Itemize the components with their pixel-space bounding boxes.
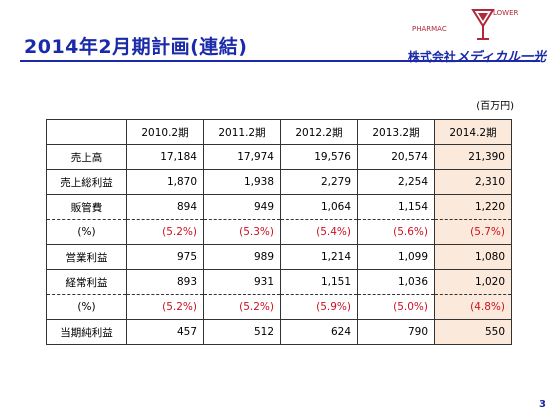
cell-value: 949 — [203, 194, 281, 220]
table-row-percent: (%) (5.2%) (5.2%) (5.9%) (5.0%) (4.8%) — [46, 294, 512, 320]
cell-value: 17,974 — [203, 144, 281, 170]
logo-text-right: LOWER — [493, 9, 519, 17]
table-row: 売上総利益 1,870 1,938 2,279 2,254 2,310 — [46, 169, 512, 195]
unit-label: (百万円) — [476, 101, 514, 112]
cell-value: 1,938 — [203, 169, 281, 195]
cell-value-highlight: 550 — [434, 319, 512, 345]
column-header-highlight: 2014.2期 — [434, 119, 512, 145]
column-header: 2013.2期 — [357, 119, 435, 145]
table-row-percent: (%) (5.2%) (5.3%) (5.4%) (5.6%) (5.7%) — [46, 219, 512, 245]
table-row: 販管費 894 949 1,064 1,154 1,220 — [46, 194, 512, 220]
cell-value: 1,151 — [280, 269, 358, 295]
company-prefix: 株式会社 — [407, 50, 456, 64]
brand-logo: PHARMAC LOWER — [412, 6, 552, 42]
row-label: 営業利益 — [46, 244, 127, 270]
cell-value: 975 — [126, 244, 204, 270]
row-label: 販管費 — [46, 194, 127, 220]
cell-percent: (5.4%) — [280, 219, 358, 245]
table-row: 経常利益 893 931 1,151 1,036 1,020 — [46, 269, 512, 295]
cell-value: 2,279 — [280, 169, 358, 195]
cell-value: 1,154 — [357, 194, 435, 220]
company-name: 株式会社メディカル一光 — [408, 46, 546, 65]
cell-value: 624 — [280, 319, 358, 345]
cell-value-highlight: 1,020 — [434, 269, 512, 295]
cell-value: 1,036 — [357, 269, 435, 295]
logo-text-left: PHARMAC — [412, 25, 447, 33]
cell-value: 457 — [126, 319, 204, 345]
cell-value: 19,576 — [280, 144, 358, 170]
cell-percent: (5.0%) — [357, 294, 435, 320]
slide-title: 2014年2月期計画(連結) — [24, 36, 248, 58]
cell-value: 2,254 — [357, 169, 435, 195]
cell-percent: (5.6%) — [357, 219, 435, 245]
cell-value: 1,214 — [280, 244, 358, 270]
row-label: (%) — [46, 294, 127, 320]
cell-value-highlight: 1,080 — [434, 244, 512, 270]
cell-percent: (5.2%) — [203, 294, 281, 320]
row-label: 経常利益 — [46, 269, 127, 295]
page-number: 3 — [539, 399, 546, 410]
cell-value: 931 — [203, 269, 281, 295]
cell-percent-highlight: (5.7%) — [434, 219, 512, 245]
column-header: 2010.2期 — [126, 119, 204, 145]
cell-value: 17,184 — [126, 144, 204, 170]
table-row: 当期純利益 457 512 624 790 550 — [46, 319, 512, 345]
cell-percent: (5.2%) — [126, 294, 204, 320]
cell-value: 1,064 — [280, 194, 358, 220]
cell-value-highlight: 21,390 — [434, 144, 512, 170]
row-label: 当期純利益 — [46, 319, 127, 345]
table-header-row: 2010.2期 2011.2期 2012.2期 2013.2期 2014.2期 — [46, 119, 512, 145]
cell-percent: (5.3%) — [203, 219, 281, 245]
cell-value: 1,870 — [126, 169, 204, 195]
company-name-katakana: メディカル一光 — [455, 50, 546, 65]
column-header: 2012.2期 — [280, 119, 358, 145]
cell-value: 20,574 — [357, 144, 435, 170]
cell-value-highlight: 1,220 — [434, 194, 512, 220]
row-label: 売上総利益 — [46, 169, 127, 195]
row-label: 売上高 — [46, 144, 127, 170]
financial-plan-table: 2010.2期 2011.2期 2012.2期 2013.2期 2014.2期 … — [46, 119, 512, 345]
cell-percent: (5.9%) — [280, 294, 358, 320]
column-header: 2011.2期 — [203, 119, 281, 145]
cell-value-highlight: 2,310 — [434, 169, 512, 195]
table-row: 売上高 17,184 17,974 19,576 20,574 21,390 — [46, 144, 512, 170]
cell-percent: (5.2%) — [126, 219, 204, 245]
cell-value: 790 — [357, 319, 435, 345]
cell-value: 1,099 — [357, 244, 435, 270]
cell-value: 989 — [203, 244, 281, 270]
title-underline — [20, 60, 540, 62]
header-corner — [46, 119, 127, 145]
row-label: (%) — [46, 219, 127, 245]
cell-value: 512 — [203, 319, 281, 345]
cell-value: 893 — [126, 269, 204, 295]
cell-percent-highlight: (4.8%) — [434, 294, 512, 320]
flower-logo-icon — [471, 9, 495, 40]
table-row: 営業利益 975 989 1,214 1,099 1,080 — [46, 244, 512, 270]
cell-value: 894 — [126, 194, 204, 220]
